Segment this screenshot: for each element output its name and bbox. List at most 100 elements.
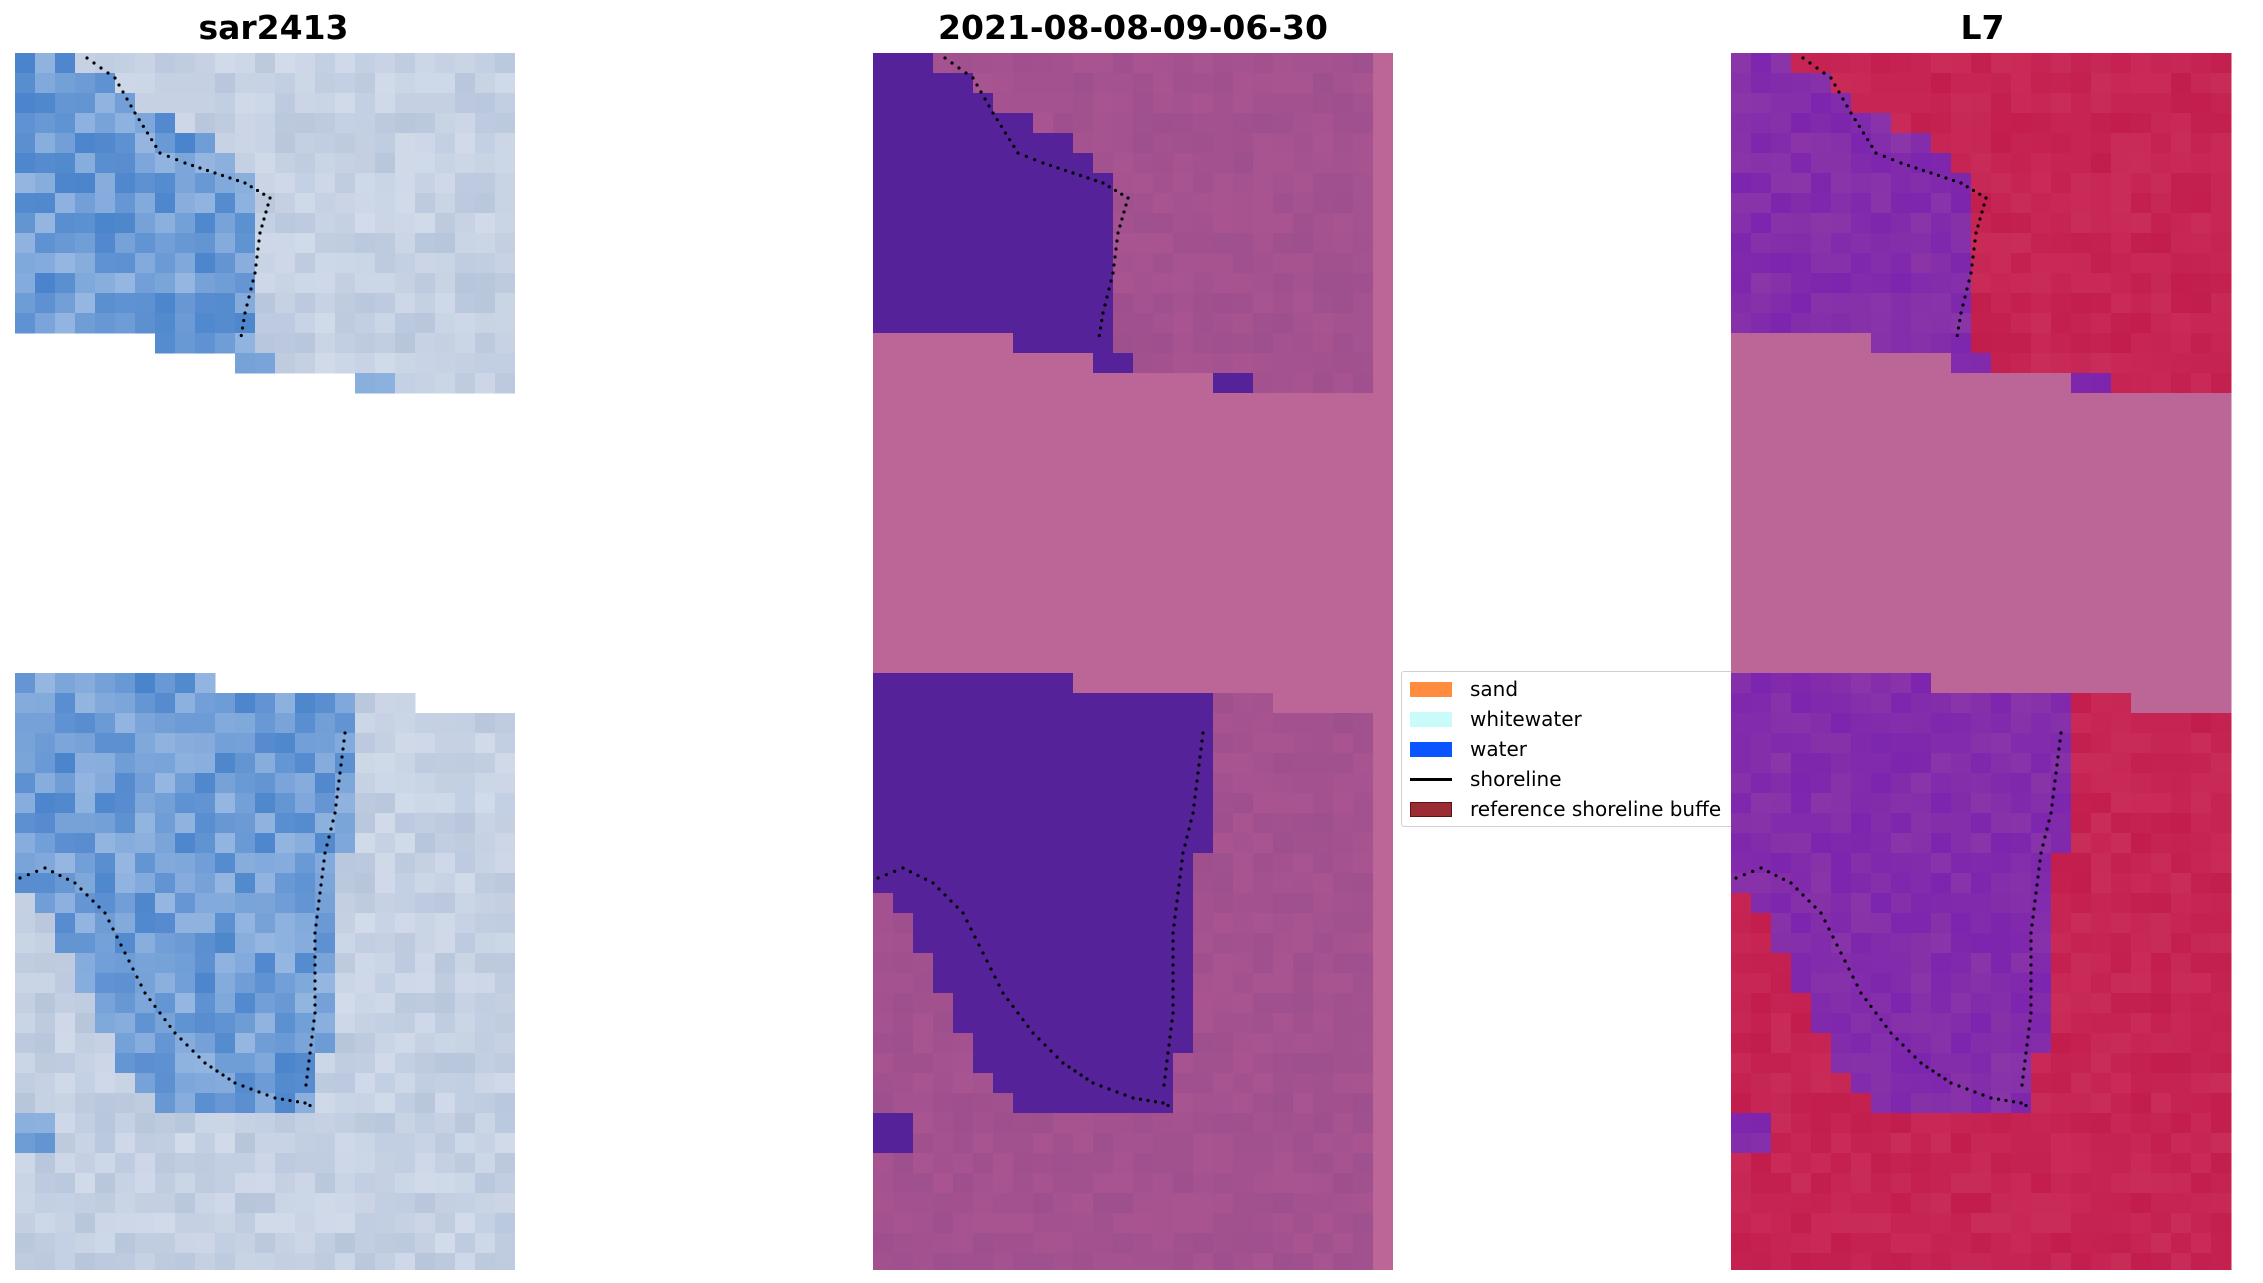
pixel-cell [295, 233, 316, 254]
pixel-cell [435, 713, 456, 734]
pixel-cell [15, 1133, 36, 1154]
pixel-cell [195, 993, 216, 1014]
pixel-cell [1991, 193, 2012, 214]
pixel-cell [1073, 853, 1094, 874]
pixel-cell [1751, 133, 1772, 154]
pixel-cell [135, 1113, 156, 1134]
pixel-cell [1273, 733, 1294, 754]
pixel-cell [215, 913, 236, 934]
pixel-cell [1173, 733, 1194, 754]
pixel-cell [2071, 353, 2092, 374]
pixel-cell [1233, 173, 1254, 194]
pixel-cell [115, 693, 136, 714]
pixel-cell [1991, 333, 2012, 354]
pixel-cell [215, 953, 236, 974]
shoreline-dot [1965, 1087, 1969, 1091]
pixel-cell [55, 1073, 76, 1094]
pixel-cell [75, 1133, 96, 1154]
pixel-cell [1273, 273, 1294, 294]
pixel-cell [2211, 513, 2232, 534]
pixel-cell [1133, 1193, 1154, 1214]
shoreline-dot [243, 181, 247, 185]
pixel-cell [913, 573, 934, 594]
pixel-cell [295, 1253, 316, 1270]
pixel-cell [35, 773, 56, 794]
pixel-cell [1333, 193, 1354, 214]
pixel-cell [1851, 713, 1872, 734]
pixel-cell [1971, 593, 1992, 614]
pixel-cell [135, 733, 156, 754]
pixel-cell [1831, 753, 1852, 774]
pixel-cell [873, 653, 894, 674]
pixel-cell [15, 253, 36, 274]
pixel-cell [475, 1073, 496, 1094]
pixel-cell [215, 1133, 236, 1154]
pixel-cell [455, 793, 476, 814]
pixel-cell [1333, 73, 1354, 94]
pixel-cell [1353, 413, 1374, 434]
pixel-cell [135, 1253, 156, 1270]
shoreline-dot [1829, 76, 1833, 80]
pixel-cell [2031, 253, 2052, 274]
pixel-cell [235, 153, 256, 174]
pixel-cell [1811, 433, 1832, 454]
pixel-cell [315, 1213, 336, 1234]
pixel-cell [1113, 113, 1134, 134]
pixel-cell [2211, 1253, 2232, 1270]
pixel-cell [1891, 753, 1912, 774]
pixel-cell [1731, 833, 1752, 854]
pixel-cell [215, 1013, 236, 1034]
pixel-cell [2071, 193, 2092, 214]
pixel-cell [1113, 693, 1134, 714]
pixel-cell [1193, 893, 1214, 914]
shoreline-dot [1171, 995, 1175, 999]
pixel-cell [1193, 673, 1214, 694]
pixel-cell [1971, 633, 1992, 654]
pixel-cell [1253, 1073, 1274, 1094]
shoreline-dot [1949, 1081, 1953, 1085]
shoreline-dot [65, 877, 70, 881]
pixel-cell [1173, 1133, 1194, 1154]
pixel-cell [2071, 393, 2092, 414]
pixel-cell [155, 813, 176, 834]
pixel-cell [1971, 1073, 1992, 1094]
shoreline-dot [2054, 771, 2058, 775]
pixel-cell [2131, 333, 2152, 354]
pixel-cell [1313, 233, 1334, 254]
pixel-cell [1153, 1133, 1174, 1154]
pixel-cell [1971, 1233, 1992, 1254]
pixel-cell [475, 1213, 496, 1234]
pixel-cell [55, 273, 76, 294]
pixel-cell [1093, 713, 1114, 734]
pixel-cell [2171, 1193, 2192, 1214]
shoreline-dot [983, 97, 987, 101]
pixel-cell [1791, 653, 1812, 674]
pixel-cell [1991, 613, 2012, 634]
pixel-cell [1791, 533, 1812, 554]
pixel-cell [2171, 393, 2192, 414]
pixel-cell [893, 673, 914, 694]
pixel-cell [1273, 513, 1294, 534]
pixel-cell [1731, 1173, 1752, 1194]
pixel-cell [1173, 873, 1194, 894]
pixel-cell [993, 813, 1014, 834]
pixel-cell [375, 53, 396, 74]
shoreline-dot [1171, 931, 1175, 935]
pixel-cell [2071, 1013, 2092, 1034]
pixel-cell [1073, 1153, 1094, 1174]
pixel-cell [1891, 193, 1912, 214]
pixel-cell [1273, 1233, 1294, 1254]
pixel-cell [115, 1213, 136, 1234]
pixel-cell [315, 753, 336, 774]
pixel-cell [1313, 913, 1334, 934]
pixel-cell [375, 693, 396, 714]
pixel-cell [255, 153, 276, 174]
pixel-cell [1891, 213, 1912, 234]
pixel-cell [973, 873, 994, 894]
pixel-cell [913, 853, 934, 874]
pixel-cell [1811, 313, 1832, 334]
pixel-cell [115, 1173, 136, 1194]
pixel-cell [1791, 953, 1812, 974]
pixel-cell [973, 1233, 994, 1254]
pixel-cell [355, 1073, 376, 1094]
